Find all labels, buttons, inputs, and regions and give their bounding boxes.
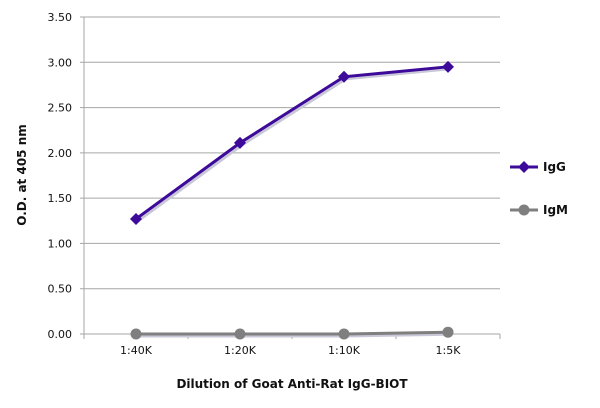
x-tick-label: 1:10K	[328, 344, 361, 357]
y-tick-label: 3.00	[48, 56, 73, 69]
series-group	[130, 60, 454, 340]
data-point-igm	[234, 328, 246, 340]
data-point-igg	[442, 60, 454, 73]
data-point-igg	[130, 212, 142, 225]
y-axis-ticks: 0.00 0.50 1.00 1.50 2.00 2.50 3.00 3.50	[48, 11, 73, 341]
y-tick-label: 1.50	[48, 192, 73, 205]
x-tick-label: 1:40K	[120, 344, 153, 357]
y-tick-label: 0.50	[48, 283, 73, 296]
legend-label-igg: IgG	[543, 160, 566, 174]
data-point-igg	[338, 70, 350, 83]
series-line-igg	[135, 65, 449, 221]
series-line-shadow	[138, 332, 451, 338]
data-point-igm	[442, 326, 454, 338]
data-point-igm	[130, 328, 142, 340]
legend-label-igm: IgM	[543, 203, 568, 217]
legend-marker	[518, 161, 530, 173]
legend-marker	[518, 204, 530, 216]
series-line-shadow	[137, 67, 451, 223]
y-tick-label: 1.00	[48, 237, 73, 250]
y-tick-label: 2.50	[48, 102, 73, 115]
y-tick-label: 3.50	[48, 11, 73, 24]
y-tick-label: 2.00	[48, 147, 73, 160]
y-axis-label: O.D. at 405 nm	[15, 124, 29, 225]
legend: IgG IgM	[510, 160, 568, 217]
x-tick-label: 1:5K	[436, 344, 462, 357]
y-tick-label: 0.00	[48, 328, 73, 341]
x-axis-ticks: 1:40K 1:20K 1:10K 1:5K	[120, 344, 461, 357]
x-axis-label: Dilution of Goat Anti-Rat IgG-BIOT	[176, 377, 408, 391]
series-line-igm	[136, 330, 449, 336]
gridlines	[80, 16, 501, 339]
x-tick-label: 1:20K	[224, 344, 257, 357]
data-point-igm	[338, 328, 350, 340]
data-point-igg	[234, 136, 246, 149]
